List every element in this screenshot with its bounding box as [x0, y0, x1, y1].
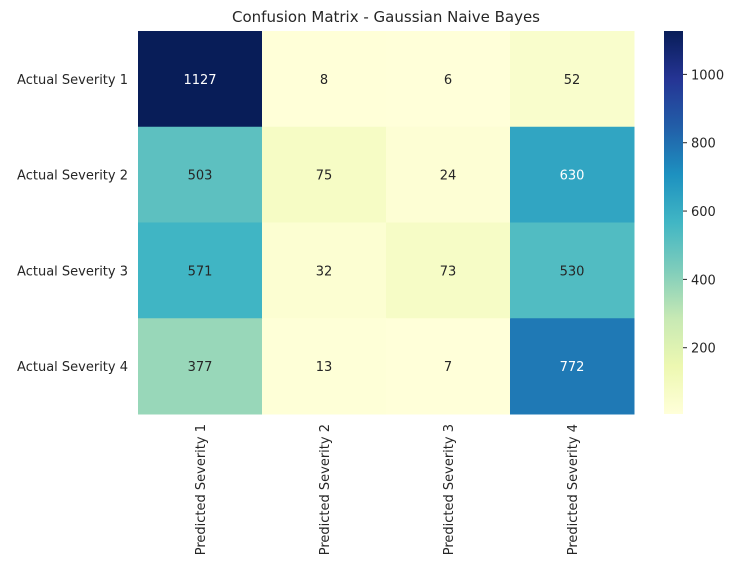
cell-value-label: 73: [440, 264, 457, 279]
heatmap-cell: [510, 318, 635, 415]
cell-value-label: 52: [564, 73, 581, 88]
heatmap-cell: [262, 31, 387, 128]
cell-value-label: 7: [444, 360, 452, 375]
cell-value-label: 24: [440, 169, 457, 184]
row-tick-labels: Actual Severity 1 Actual Severity 2 Actual…: [17, 73, 128, 375]
cell-value-label: 630: [560, 169, 585, 184]
heatmap-cell: [386, 222, 511, 319]
cell-value-label: 377: [188, 360, 213, 375]
heatmap-cell: [386, 126, 511, 223]
cell-value-label: 571: [188, 264, 213, 279]
colorbar-gradient: [664, 31, 683, 414]
heatmap-cell: [262, 318, 387, 415]
heatmap-cell: [138, 318, 263, 415]
cell-value-label: 503: [188, 169, 213, 184]
cell-value-label: 13: [316, 360, 333, 375]
heatmap-cell: [138, 31, 263, 128]
column-tick-label: Predicted Severity 4: [566, 424, 581, 555]
cell-value-label: 1127: [183, 73, 216, 88]
colorbar-tick-label: 200: [691, 342, 716, 357]
colorbar-tick-label: 600: [691, 205, 716, 220]
column-tick-label: Predicted Severity 3: [442, 424, 457, 555]
heatmap-cell: [510, 126, 635, 223]
column-tick-label: Predicted Severity 1: [194, 424, 209, 555]
heatmap-cell: [138, 126, 263, 223]
row-tick-label: Actual Severity 3: [17, 264, 128, 279]
cell-value-label: 75: [316, 169, 333, 184]
heatmap-cell: [138, 222, 263, 319]
row-tick-label: Actual Severity 1: [17, 73, 128, 88]
cell-value-label: 6: [444, 73, 452, 88]
heatmap-cells: [138, 31, 635, 415]
colorbar-tick-label: 400: [691, 273, 716, 288]
chart-title: Confusion Matrix - Gaussian Naive Bayes: [232, 8, 540, 26]
heatmap-cell: [386, 318, 511, 415]
cell-value-label: 530: [560, 264, 585, 279]
heatmap-cell: [386, 31, 511, 128]
colorbar-tick-label: 800: [691, 137, 716, 152]
cell-value-label: 32: [316, 264, 333, 279]
cell-value-label: 8: [320, 73, 328, 88]
row-tick-label: Actual Severity 4: [17, 360, 128, 375]
heatmap-cell: [510, 31, 635, 128]
colorbar: 200 400 600 800 1000: [664, 31, 724, 414]
column-tick-labels: Predicted Severity 1 Predicted Severity 2…: [194, 424, 581, 555]
row-tick-label: Actual Severity 2: [17, 169, 128, 184]
colorbar-tick-label: 1000: [691, 68, 724, 83]
heatmap-cell: [262, 222, 387, 319]
heatmap-cell: [262, 126, 387, 223]
column-tick-label: Predicted Severity 2: [318, 424, 333, 555]
heatmap-cell: [510, 222, 635, 319]
heatmap-cell-labels: 1127 8 6 52 503 75 24 630 571 32 73 530 377 13 7 772: [183, 73, 584, 375]
cell-value-label: 772: [560, 360, 585, 375]
